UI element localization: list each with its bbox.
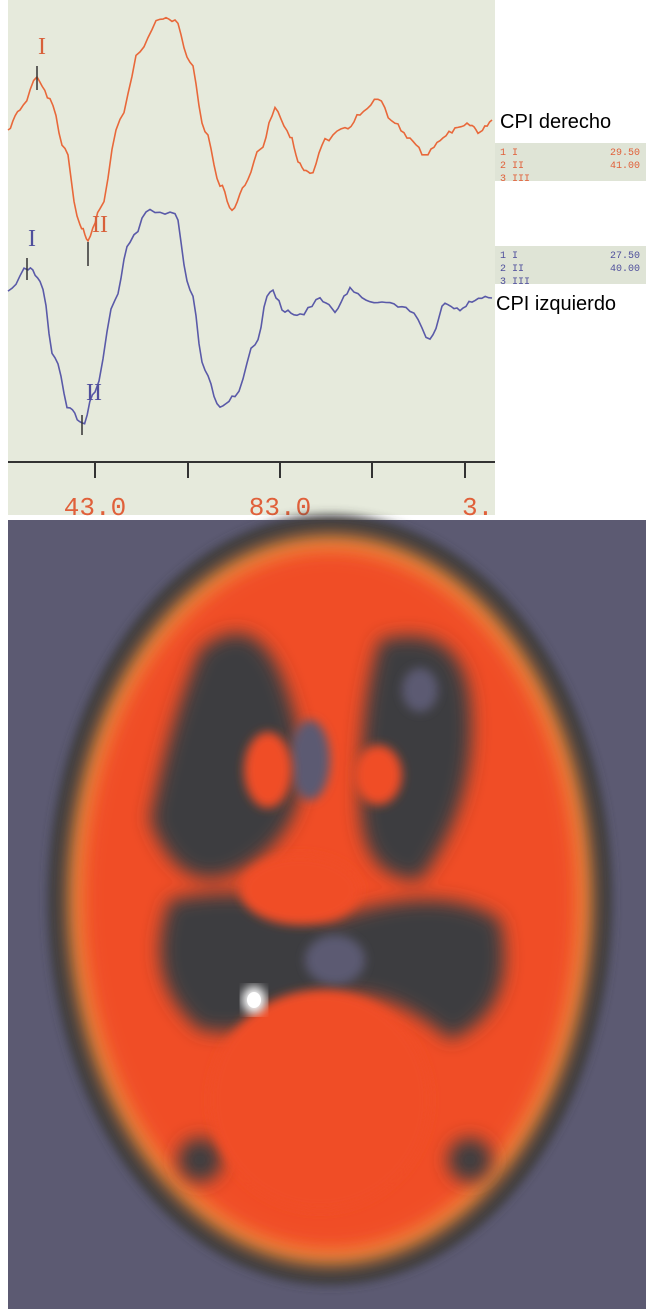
measurement: 1 <box>500 251 506 262</box>
axis-label: 43.0 <box>64 493 126 523</box>
axis-label: 3. <box>462 493 493 523</box>
waveform-label: CPI izquierdo <box>496 293 616 315</box>
peak-label: I <box>38 34 46 60</box>
measurement: II <box>512 161 524 172</box>
measurement: I <box>512 251 518 262</box>
waveform-label: CPI derecho <box>500 111 611 133</box>
waveform-panel <box>8 0 495 515</box>
peak-label: II <box>92 212 108 238</box>
measurement: II <box>512 264 524 275</box>
measurement: 2 <box>500 264 506 275</box>
peak-label: II <box>86 380 102 406</box>
measurement: III <box>512 277 530 288</box>
figure: I II I II 43.0 83.0 3. CPI derecho CPI i… <box>0 0 646 1309</box>
measurement: 2 <box>500 161 506 172</box>
page: I II I II 43.0 83.0 3. CPI derecho CPI i… <box>0 0 646 1309</box>
measurement: 27.50 <box>610 251 640 262</box>
measurement: I <box>512 148 518 159</box>
measurement: 29.50 <box>610 148 640 159</box>
measurement: 41.00 <box>610 161 640 172</box>
peak-label: I <box>28 226 36 252</box>
measurement: 3 <box>500 277 506 288</box>
brain-scan <box>48 515 612 1285</box>
measurement: 1 <box>500 148 506 159</box>
measurement: 40.00 <box>610 264 640 275</box>
